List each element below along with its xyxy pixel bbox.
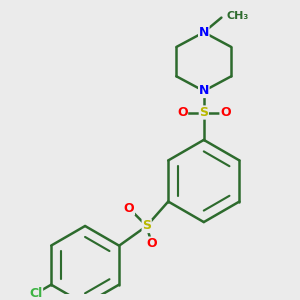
Text: Cl: Cl bbox=[29, 287, 43, 300]
Text: O: O bbox=[177, 106, 188, 119]
Text: N: N bbox=[199, 85, 209, 98]
Text: O: O bbox=[220, 106, 231, 119]
Text: CH₃: CH₃ bbox=[226, 11, 249, 21]
Text: N: N bbox=[199, 26, 209, 39]
Text: O: O bbox=[146, 237, 157, 250]
Text: S: S bbox=[199, 106, 208, 119]
Text: O: O bbox=[124, 202, 134, 215]
Text: S: S bbox=[142, 220, 151, 232]
